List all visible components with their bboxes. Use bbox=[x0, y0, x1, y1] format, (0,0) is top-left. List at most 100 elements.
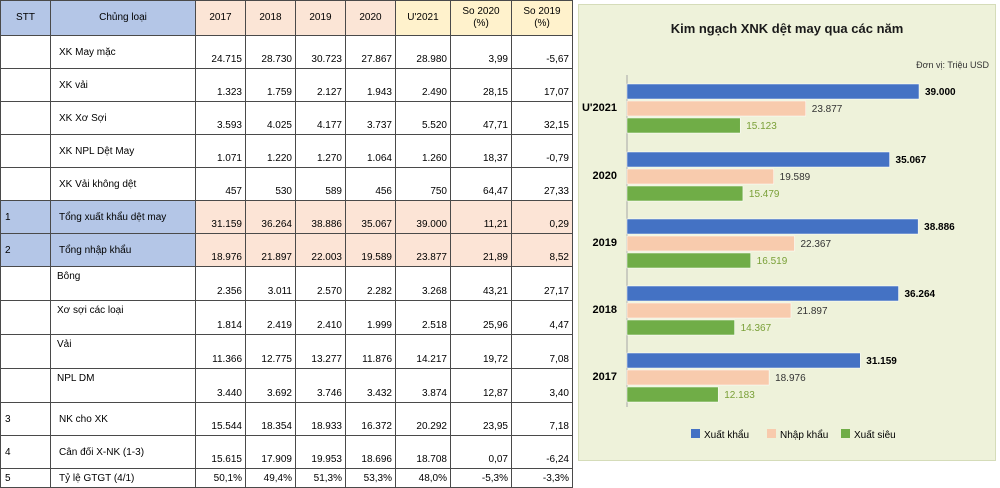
cell-value: 3,99 bbox=[450, 35, 512, 69]
cell-value: 2.490 bbox=[395, 68, 451, 102]
cell-value: 3,40 bbox=[511, 368, 573, 403]
unit-note: Đơn vị: Triệu USD bbox=[916, 60, 989, 70]
data-label: 38.886 bbox=[924, 222, 955, 233]
cell-value: 47,71 bbox=[450, 101, 512, 135]
cell-value: 21,89 bbox=[450, 233, 512, 267]
cell-category: Vải bbox=[50, 334, 196, 369]
legend-entry: Xuất khẩu bbox=[704, 429, 749, 441]
cell-value: 27,33 bbox=[511, 167, 573, 201]
cell-value: 750 bbox=[395, 167, 451, 201]
data-label: 31.159 bbox=[866, 356, 897, 367]
cell-value: 16.372 bbox=[345, 402, 396, 436]
cell-value: 12.775 bbox=[245, 334, 296, 369]
cell-stt bbox=[0, 266, 51, 301]
cell-value: 38.886 bbox=[295, 200, 346, 234]
cell-category: Bông bbox=[50, 266, 196, 301]
category-label: 2019 bbox=[593, 237, 617, 249]
col-header-2018: 2018 bbox=[245, 0, 296, 36]
data-label: 36.264 bbox=[905, 289, 936, 300]
category-label: U'2021 bbox=[582, 102, 617, 114]
cell-value: 589 bbox=[295, 167, 346, 201]
bar-nhập-khẩu bbox=[626, 100, 807, 117]
cell-value: -3,3% bbox=[511, 468, 573, 488]
cell-stt: 4 bbox=[0, 435, 51, 469]
cell-value: 39.000 bbox=[395, 200, 451, 234]
cell-value: 1.220 bbox=[245, 134, 296, 168]
col-header-2017: 2017 bbox=[195, 0, 246, 36]
cell-category: XK NPL Dệt May bbox=[50, 134, 196, 168]
cell-value: -5,67 bbox=[511, 35, 573, 69]
cell-stt: 2 bbox=[0, 233, 51, 267]
cell-stt bbox=[0, 167, 51, 201]
cell-category: XK vải bbox=[50, 68, 196, 102]
category-label: 2020 bbox=[593, 170, 617, 182]
data-label: 18.976 bbox=[775, 373, 806, 384]
cell-value: 11.366 bbox=[195, 334, 246, 369]
cell-value: 3.737 bbox=[345, 101, 396, 135]
table-row: NPL DM 3.440 3.692 3.746 3.432 3.874 12,87 3,40 bbox=[0, 368, 573, 403]
cell-value: 50,1% bbox=[195, 468, 246, 488]
cell-value: -5,3% bbox=[450, 468, 512, 488]
table-row: Vải 11.366 12.775 13.277 11.876 14.217 19,72 7,… bbox=[0, 334, 573, 369]
legend-swatch bbox=[691, 429, 700, 438]
cell-value: 28.980 bbox=[395, 35, 451, 69]
cell-value: 11.876 bbox=[345, 334, 396, 369]
cell-category: NPL DM bbox=[50, 368, 196, 403]
cell-stt bbox=[0, 101, 51, 135]
cell-value: 27.867 bbox=[345, 35, 396, 69]
cell-category: XK Vải không dệt bbox=[50, 167, 196, 201]
cell-value: 14.217 bbox=[395, 334, 451, 369]
col-header-2020: 2020 bbox=[345, 0, 396, 36]
bar-xuất-siêu bbox=[626, 252, 751, 269]
cell-value: -6,24 bbox=[511, 435, 573, 469]
bar-chart: Kim ngạch XNK dệt may qua các năm Đơn vị:… bbox=[582, 21, 990, 441]
cell-value: 0,07 bbox=[450, 435, 512, 469]
table-header: STT Chủng loại 2017 2018 2019 2020 U'2021 So 20… bbox=[0, 0, 573, 36]
cell-value: 35.067 bbox=[345, 200, 396, 234]
cell-value: 1.071 bbox=[195, 134, 246, 168]
bar-xuất-khẩu bbox=[626, 285, 899, 302]
cell-value: 23.877 bbox=[395, 233, 451, 267]
cell-value: 18,37 bbox=[450, 134, 512, 168]
cell-value: 1.260 bbox=[395, 134, 451, 168]
data-label: 22.367 bbox=[800, 239, 831, 250]
cell-value: 51,3% bbox=[295, 468, 346, 488]
data-label: 16.519 bbox=[757, 256, 788, 267]
cell-value: 3.692 bbox=[245, 368, 296, 403]
cell-stt: 1 bbox=[0, 200, 51, 234]
table-row: XK Vải không dệt 457 530 589 456 750 64,47 27,3… bbox=[0, 167, 573, 201]
cell-value: 25,96 bbox=[450, 300, 512, 335]
bar-nhập-khẩu bbox=[626, 369, 770, 386]
data-label: 23.877 bbox=[812, 104, 843, 115]
cell-value: 11,21 bbox=[450, 200, 512, 234]
cell-value: 17.909 bbox=[245, 435, 296, 469]
cell-value: -0,79 bbox=[511, 134, 573, 168]
cell-value: 18.708 bbox=[395, 435, 451, 469]
cell-category: XK Xơ Sợi bbox=[50, 101, 196, 135]
cell-value: 20.292 bbox=[395, 402, 451, 436]
cell-value: 23,95 bbox=[450, 402, 512, 436]
cell-value: 1.943 bbox=[345, 68, 396, 102]
cell-value: 17,07 bbox=[511, 68, 573, 102]
data-label: 15.123 bbox=[746, 121, 777, 132]
cell-value: 18.933 bbox=[295, 402, 346, 436]
cell-value: 2.410 bbox=[295, 300, 346, 335]
cell-value: 21.897 bbox=[245, 233, 296, 267]
table-row: Bông 2.356 3.011 2.570 2.282 3.268 43,21 27,17 bbox=[0, 266, 573, 301]
table-row: XK May mặc 24.715 28.730 30.723 27.867 28.980… bbox=[0, 35, 573, 69]
bar-xuất-khẩu bbox=[626, 151, 890, 168]
cell-value: 15.544 bbox=[195, 402, 246, 436]
cell-value: 12,87 bbox=[450, 368, 512, 403]
cell-value: 3.874 bbox=[395, 368, 451, 403]
table-row: 1 Tổng xuất khẩu dệt may 31.159 36.264 38.88… bbox=[0, 200, 573, 234]
cell-value: 1.323 bbox=[195, 68, 246, 102]
cell-category: XK May mặc bbox=[50, 35, 196, 69]
cell-value: 19.953 bbox=[295, 435, 346, 469]
cell-value: 5.520 bbox=[395, 101, 451, 135]
legend-swatch bbox=[841, 429, 850, 438]
cell-value: 1.064 bbox=[345, 134, 396, 168]
cell-category: NK cho XK bbox=[50, 402, 196, 436]
legend-entry: Nhập khẩu bbox=[780, 429, 828, 441]
cell-value: 15.615 bbox=[195, 435, 246, 469]
cell-value: 48,0% bbox=[395, 468, 451, 488]
